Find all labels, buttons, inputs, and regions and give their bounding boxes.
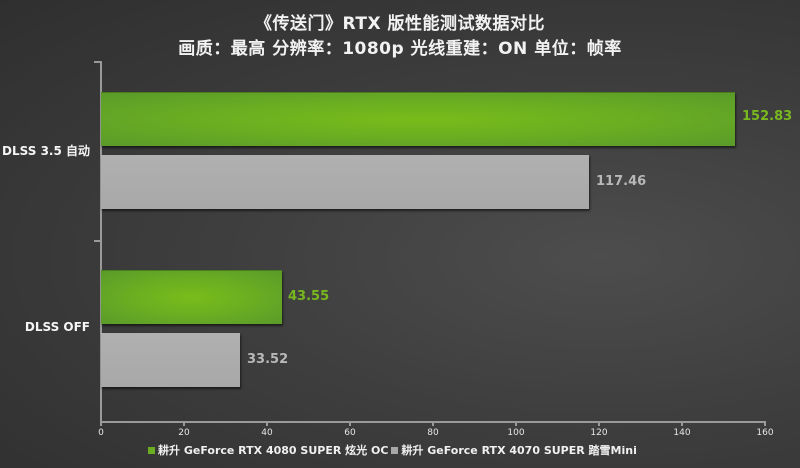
x-tick-label: 0: [98, 428, 104, 438]
bar-series1-dlss-auto: [101, 92, 735, 146]
category-label: DLSS OFF: [24, 320, 90, 334]
category-label: DLSS 3.5 自动: [2, 144, 90, 158]
chart-title: 《传送门》RTX 版性能测试数据对比: [255, 14, 545, 34]
x-axis-tick: [100, 421, 102, 426]
x-axis-tick: [349, 421, 351, 426]
chart-legend: 耕升 GeForce RTX 4080 SUPER 炫光 OC 耕升 GeFor…: [148, 442, 640, 458]
bar-value-label: 117.46: [596, 174, 647, 189]
x-tick-label: 140: [673, 428, 691, 438]
bar-value-label: 43.55: [288, 289, 330, 304]
x-tick-label: 120: [590, 428, 608, 438]
bar-series2-dlss-off: [101, 333, 240, 387]
x-axis-tick: [515, 421, 517, 426]
legend-label: 耕升 GeForce RTX 4070 SUPER 踏雪Mini: [401, 444, 637, 457]
x-tick-label: 60: [344, 428, 356, 438]
y-axis-tick: [94, 61, 101, 63]
bar-series2-dlss-auto: [101, 155, 589, 209]
bar-value-label: 33.52: [247, 352, 289, 367]
x-tick-label: 80: [427, 428, 439, 438]
legend-label: 耕升 GeForce RTX 4080 SUPER 炫光 OC: [158, 444, 389, 457]
legend-item-series2[interactable]: 耕升 GeForce RTX 4070 SUPER 踏雪Mini: [391, 442, 637, 458]
x-tick-label: 20: [178, 428, 190, 438]
y-axis-line: [100, 61, 102, 423]
legend-item-series1[interactable]: 耕升 GeForce RTX 4080 SUPER 炫光 OC: [148, 442, 388, 458]
x-tick-label: 160: [756, 428, 774, 438]
x-axis-tick: [764, 421, 766, 426]
legend-swatch-icon: [391, 446, 399, 454]
x-tick-label: 40: [261, 428, 273, 438]
x-axis-tick: [266, 421, 268, 426]
y-axis-tick: [94, 240, 101, 242]
x-axis-tick: [598, 421, 600, 426]
bar-value-label: 152.83: [742, 109, 793, 124]
legend-swatch-icon: [148, 446, 155, 454]
x-axis-tick: [183, 421, 185, 426]
x-axis-tick: [432, 421, 434, 426]
x-axis-tick: [681, 421, 683, 426]
x-tick-label: 100: [507, 428, 525, 438]
chart-subtitle: 画质：最高 分辨率：1080p 光线重建：ON 单位：帧率: [178, 39, 622, 59]
bar-series1-dlss-off: [101, 270, 282, 324]
